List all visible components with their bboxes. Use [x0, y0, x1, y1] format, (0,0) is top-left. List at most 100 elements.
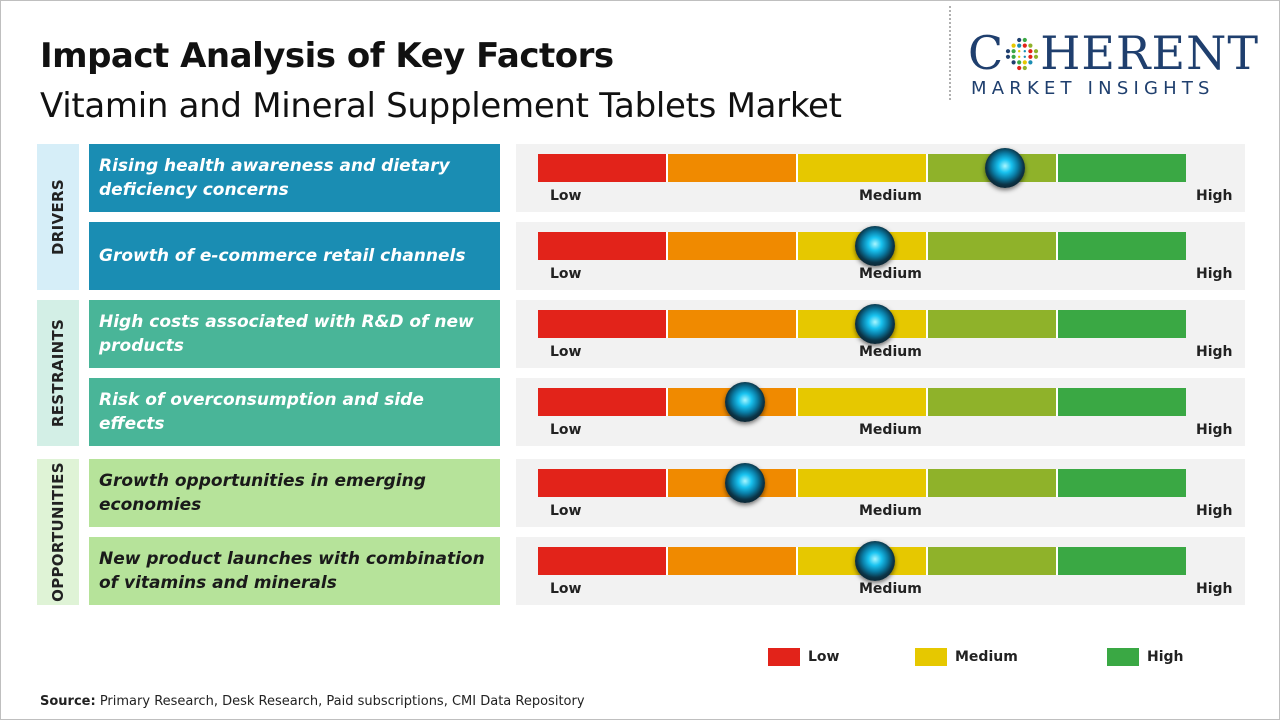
gauge-segment-5	[1058, 547, 1186, 575]
gauge-segment-5	[1058, 388, 1186, 416]
logo-dot	[1028, 60, 1033, 65]
factor-label: Risk of overconsumption and side effects	[89, 378, 500, 446]
gauge-tick-low: Low	[550, 188, 582, 204]
legend-label-medium: Medium	[955, 649, 1018, 665]
gauge-segment-5	[1058, 232, 1186, 260]
gauge-marker	[854, 541, 895, 581]
gauge-tick-low: Low	[550, 503, 582, 519]
gauge-tick-high: High	[1196, 422, 1233, 438]
logo-dot	[1017, 65, 1022, 71]
factor-label: Growth opportunities in emerging economi…	[89, 459, 500, 527]
gauge-marker	[725, 463, 766, 503]
logo-dot	[1017, 43, 1022, 48]
logo-dot	[1011, 60, 1016, 65]
legend-item-high: High	[1107, 647, 1184, 667]
logo-dot	[1022, 65, 1028, 71]
impact-gauge: Low Medium High	[516, 222, 1245, 290]
gauge-segment-1	[538, 469, 668, 497]
logo-tagline: MARKET INSIGHTS	[971, 78, 1215, 99]
gauge-tick-medium: Medium	[859, 344, 922, 360]
gauge-segment-4	[928, 469, 1058, 497]
logo-rest: HERENT	[1040, 26, 1260, 80]
logo-dot	[1011, 54, 1016, 59]
legend-label-low: Low	[808, 649, 840, 665]
gauge-tick-high: High	[1196, 188, 1233, 204]
gauge-segment-1	[538, 232, 668, 260]
source-note: Source: Primary Research, Desk Research,…	[40, 694, 585, 709]
factor-label: Rising health awareness and dietary defi…	[89, 144, 500, 212]
gauge-tick-medium: Medium	[859, 266, 922, 282]
gauge-tick-medium: Medium	[859, 581, 922, 597]
logo-dot	[1028, 54, 1033, 59]
legend-swatch-medium	[915, 648, 947, 666]
impact-gauge: Low Medium High	[516, 378, 1245, 446]
gauge-segment-4	[928, 388, 1058, 416]
group-label-text: DRIVERS	[49, 179, 67, 255]
logo-dot	[1017, 60, 1022, 65]
gauge-segment-1	[538, 547, 668, 575]
group-label-text: RESTRAINTS	[49, 318, 67, 428]
logo-dot	[1034, 54, 1039, 59]
gauge-segment-4	[928, 310, 1058, 338]
gauge-tick-low: Low	[550, 344, 582, 360]
gauge-tick-high: High	[1196, 344, 1233, 360]
gauge-segment-4	[928, 232, 1058, 260]
logo-dot	[1018, 50, 1021, 53]
gauge-segment-2	[668, 310, 798, 338]
gauge-segment-5	[1058, 310, 1186, 338]
gauge-tick-medium: Medium	[859, 503, 922, 519]
gauge-tick-medium: Medium	[859, 188, 922, 204]
gauge-bar	[538, 469, 1186, 497]
impact-gauge: Low Medium High	[516, 300, 1245, 368]
gauge-marker	[854, 304, 895, 344]
gauge-segment-3	[798, 154, 928, 182]
logo-dot	[1034, 49, 1039, 54]
gauge-bar	[538, 547, 1186, 575]
logo-dot	[1018, 55, 1021, 58]
gauge-segment-3	[798, 469, 928, 497]
gauge-segment-1	[538, 310, 668, 338]
logo-dot	[1006, 54, 1011, 59]
logo-letter-c: C	[968, 26, 1005, 80]
group-label-restraints: RESTRAINTS	[37, 300, 79, 446]
gauge-segment-2	[668, 232, 798, 260]
gauge-marker	[854, 226, 895, 266]
group-label-opportunities: OPPORTUNITIES	[37, 459, 79, 605]
legend-label-high: High	[1147, 649, 1184, 665]
gauge-bar	[538, 388, 1186, 416]
gauge-tick-high: High	[1196, 503, 1233, 519]
impact-gauge: Low Medium High	[516, 459, 1245, 527]
page-subtitle: Vitamin and Mineral Supplement Tablets M…	[40, 86, 842, 126]
impact-gauge: Low Medium High	[516, 537, 1245, 605]
gauge-tick-high: High	[1196, 266, 1233, 282]
source-text: Primary Research, Desk Research, Paid su…	[95, 694, 585, 709]
logo-dot	[1028, 43, 1033, 48]
logo-dot	[1011, 43, 1016, 48]
logo-dot	[1022, 37, 1028, 43]
logo-dot	[1011, 49, 1016, 54]
gauge-segment-3	[798, 388, 928, 416]
company-logo: C HERENT	[968, 28, 1260, 78]
logo-dot	[1022, 60, 1028, 65]
gauge-segment-1	[538, 154, 668, 182]
legend-item-medium: Medium	[915, 647, 1018, 667]
factor-label: High costs associated with R&D of new pr…	[89, 300, 500, 368]
source-label: Source:	[40, 694, 96, 709]
gauge-segment-4	[928, 547, 1058, 575]
header-divider	[949, 6, 951, 100]
gauge-tick-high: High	[1196, 581, 1233, 597]
gauge-marker	[984, 148, 1025, 188]
logo-dot	[1023, 50, 1027, 53]
legend-swatch-high	[1107, 648, 1139, 666]
factor-label: New product launches with combination of…	[89, 537, 500, 605]
gauge-tick-low: Low	[550, 422, 582, 438]
legend-item-low: Low	[768, 647, 839, 667]
logo-dot	[1028, 49, 1033, 54]
logo-dot	[1006, 49, 1011, 54]
group-label-text: OPPORTUNITIES	[49, 462, 67, 602]
impact-gauge: Low Medium High	[516, 144, 1245, 212]
gauge-marker	[725, 382, 766, 422]
logo-dot	[1017, 37, 1022, 43]
gauge-segment-1	[538, 388, 668, 416]
logo-dots-icon	[1006, 37, 1039, 71]
